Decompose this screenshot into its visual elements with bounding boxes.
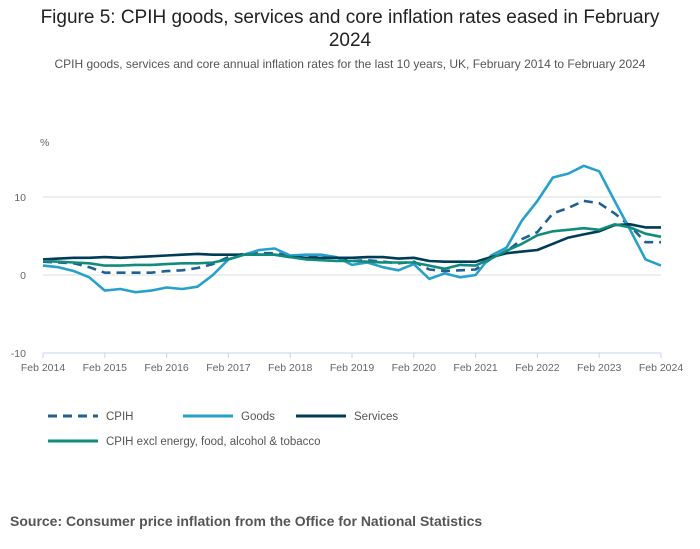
legend-label: CPIH excl energy, food, alcohol & tobacc…	[106, 436, 321, 448]
x-tick-label: Feb 2021	[453, 362, 498, 374]
series-line-goods	[42, 164, 662, 294]
series-line-cpih-excl-energy-food-alcohol-tobacco	[42, 223, 662, 271]
legend-label: CPIH	[106, 411, 133, 423]
chart-subtitle: CPIH goods, services and core annual inf…	[54, 57, 646, 71]
source-note: Source: Consumer price inflation from th…	[10, 513, 483, 529]
x-tick-label: Feb 2014	[21, 362, 66, 374]
x-tick-label: Feb 2022	[515, 362, 560, 374]
x-tick-label: Feb 2016	[144, 362, 189, 374]
x-tick-label: Feb 2018	[268, 362, 313, 374]
y-tick-label: -10	[11, 348, 26, 360]
series-line-services	[42, 223, 661, 263]
x-tick-label: Feb 2023	[577, 362, 622, 374]
x-tick-label: Feb 2024	[639, 362, 684, 374]
x-tick-label: Feb 2017	[206, 362, 251, 374]
x-tick-label: Feb 2019	[330, 362, 375, 374]
series-line-cpih	[42, 199, 661, 274]
y-tick-label: 0	[20, 270, 26, 282]
y-axis-label: %	[40, 137, 49, 149]
legend-label: Services	[354, 411, 398, 423]
x-tick-label: Feb 2015	[83, 362, 128, 374]
chart-title: Figure 5: CPIH goods, services and core …	[40, 7, 660, 51]
legend-label: Goods	[241, 411, 275, 423]
x-tick-label: Feb 2020	[392, 362, 437, 374]
y-tick-label: 10	[14, 192, 26, 204]
